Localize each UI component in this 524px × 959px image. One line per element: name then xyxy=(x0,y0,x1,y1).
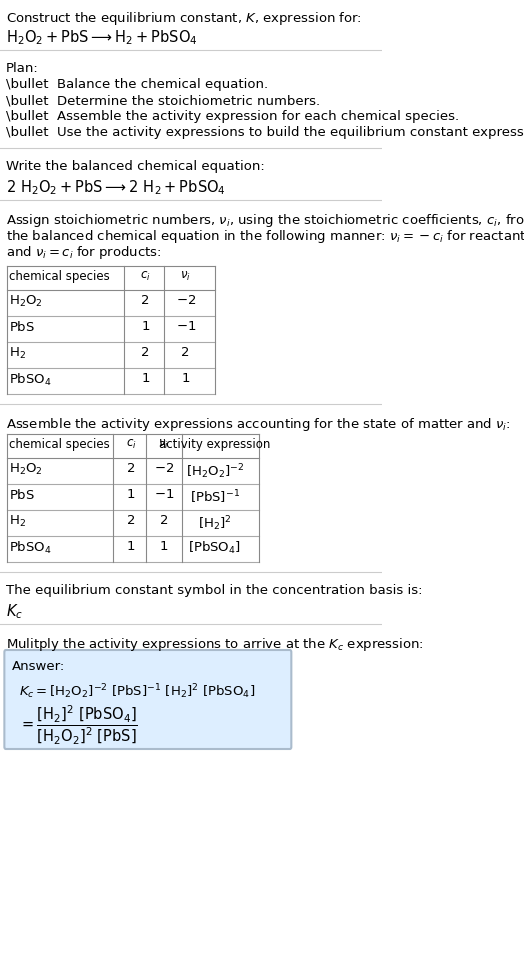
Text: $c_i$: $c_i$ xyxy=(140,270,151,283)
Text: \bullet  Determine the stoichiometric numbers.: \bullet Determine the stoichiometric num… xyxy=(6,94,320,107)
Text: $\mathrm{H_2}$: $\mathrm{H_2}$ xyxy=(9,514,26,529)
Text: \bullet  Use the activity expressions to build the equilibrium constant expressi: \bullet Use the activity expressions to … xyxy=(6,126,524,139)
Text: Mulitply the activity expressions to arrive at the $K_c$ expression:: Mulitply the activity expressions to arr… xyxy=(6,636,423,653)
Text: Assemble the activity expressions accounting for the state of matter and $\nu_i$: Assemble the activity expressions accoun… xyxy=(6,416,510,433)
Text: $\mathrm{H_2O_2}$: $\mathrm{H_2O_2}$ xyxy=(9,294,42,309)
Text: Answer:: Answer: xyxy=(12,660,65,673)
Text: chemical species: chemical species xyxy=(9,438,110,451)
Text: 2: 2 xyxy=(127,514,135,527)
Text: 2: 2 xyxy=(141,294,150,307)
Text: 2: 2 xyxy=(141,346,150,359)
Text: $K_c = [\mathrm{H_2O_2}]^{-2}\ [\mathrm{PbS}]^{-1}\ [\mathrm{H_2}]^{2}\ [\mathrm: $K_c = [\mathrm{H_2O_2}]^{-2}\ [\mathrm{… xyxy=(19,682,255,701)
Text: 2: 2 xyxy=(127,462,135,475)
Text: The equilibrium constant symbol in the concentration basis is:: The equilibrium constant symbol in the c… xyxy=(6,584,422,597)
Text: $\mathrm{2\ H_2O_2 + PbS \longrightarrow 2\ H_2 + PbSO_4}$: $\mathrm{2\ H_2O_2 + PbS \longrightarrow… xyxy=(6,178,226,197)
Text: $-2$: $-2$ xyxy=(154,462,174,475)
Text: activity expression: activity expression xyxy=(159,438,270,451)
Text: $[\mathrm{PbS}]^{-1}$: $[\mathrm{PbS}]^{-1}$ xyxy=(190,488,240,505)
Text: and $\nu_i = c_i$ for products:: and $\nu_i = c_i$ for products: xyxy=(6,244,161,261)
Text: $\mathrm{PbSO_4}$: $\mathrm{PbSO_4}$ xyxy=(9,540,51,556)
Text: \bullet  Assemble the activity expression for each chemical species.: \bullet Assemble the activity expression… xyxy=(6,110,459,123)
Text: 1: 1 xyxy=(160,540,168,553)
Text: Plan:: Plan: xyxy=(6,62,39,75)
Text: 1: 1 xyxy=(127,488,135,501)
Text: 2: 2 xyxy=(160,514,168,527)
Text: $\mathrm{PbSO_4}$: $\mathrm{PbSO_4}$ xyxy=(9,372,51,388)
Text: $\mathrm{PbS}$: $\mathrm{PbS}$ xyxy=(9,488,35,502)
Text: $c_i$: $c_i$ xyxy=(126,438,136,451)
Text: the balanced chemical equation in the following manner: $\nu_i = -c_i$ for react: the balanced chemical equation in the fo… xyxy=(6,228,524,245)
Text: $\mathrm{PbS}$: $\mathrm{PbS}$ xyxy=(9,320,35,334)
Text: $= \dfrac{[\mathrm{H_2}]^{2}\ [\mathrm{PbSO_4}]}{[\mathrm{H_2O_2}]^{2}\ [\mathrm: $= \dfrac{[\mathrm{H_2}]^{2}\ [\mathrm{P… xyxy=(19,704,138,747)
Text: $[\mathrm{H_2}]^{2}$: $[\mathrm{H_2}]^{2}$ xyxy=(198,514,232,532)
Text: $[\mathrm{H_2O_2}]^{-2}$: $[\mathrm{H_2O_2}]^{-2}$ xyxy=(185,462,244,480)
Text: Construct the equilibrium constant, $K$, expression for:: Construct the equilibrium constant, $K$,… xyxy=(6,10,362,27)
Text: \bullet  Balance the chemical equation.: \bullet Balance the chemical equation. xyxy=(6,78,268,91)
Text: chemical species: chemical species xyxy=(9,270,110,283)
Text: $\nu_i$: $\nu_i$ xyxy=(180,270,191,283)
Text: $[\mathrm{PbSO_4}]$: $[\mathrm{PbSO_4}]$ xyxy=(189,540,242,556)
Text: $-1$: $-1$ xyxy=(176,320,196,333)
Text: Write the balanced chemical equation:: Write the balanced chemical equation: xyxy=(6,160,265,173)
Text: $\mathrm{H_2O_2}$: $\mathrm{H_2O_2}$ xyxy=(9,462,42,477)
Text: $K_c$: $K_c$ xyxy=(6,602,23,620)
Text: Assign stoichiometric numbers, $\nu_i$, using the stoichiometric coefficients, $: Assign stoichiometric numbers, $\nu_i$, … xyxy=(6,212,524,229)
Text: $\nu_i$: $\nu_i$ xyxy=(158,438,169,451)
Text: 1: 1 xyxy=(181,372,190,385)
Text: $-2$: $-2$ xyxy=(176,294,196,307)
Text: 2: 2 xyxy=(181,346,190,359)
Text: 1: 1 xyxy=(127,540,135,553)
FancyBboxPatch shape xyxy=(4,650,291,749)
Text: $-1$: $-1$ xyxy=(154,488,174,501)
Text: $\mathrm{H_2O_2 + PbS \longrightarrow H_2 + PbSO_4}$: $\mathrm{H_2O_2 + PbS \longrightarrow H_… xyxy=(6,28,198,47)
Text: 1: 1 xyxy=(141,320,150,333)
Text: $\mathrm{H_2}$: $\mathrm{H_2}$ xyxy=(9,346,26,362)
Text: 1: 1 xyxy=(141,372,150,385)
